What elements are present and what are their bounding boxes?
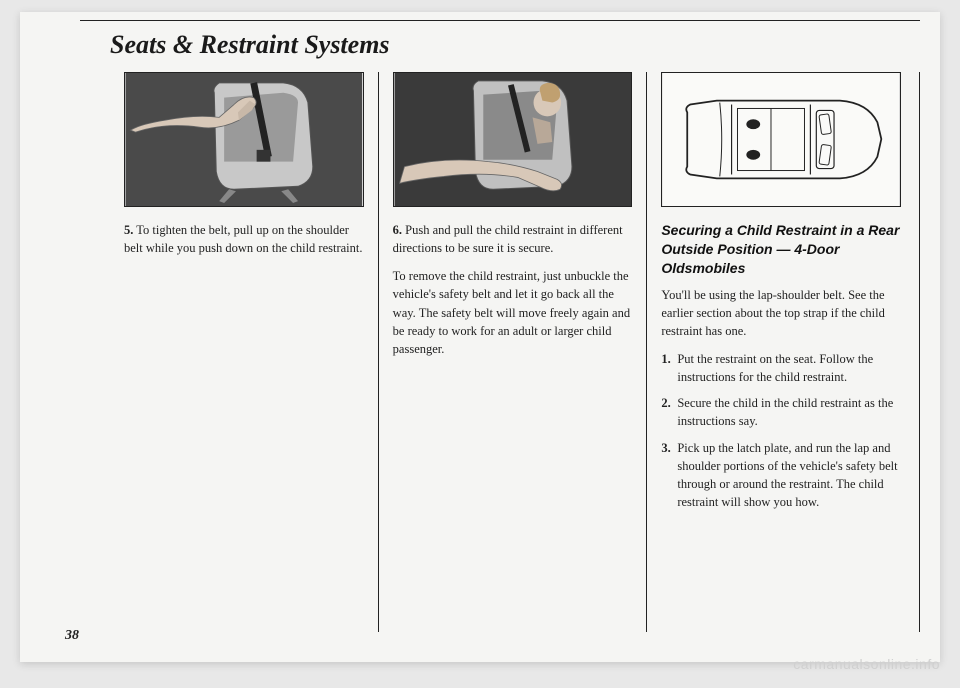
step-number: 6.	[393, 223, 402, 237]
figure-push-pull	[393, 72, 633, 207]
column-2: 6. Push and pull the child restraint in …	[379, 72, 648, 632]
content-columns: 5. To tighten the belt, pull up on the s…	[110, 72, 915, 632]
list-item-1: 1. Put the restraint on the seat. Follow…	[661, 350, 901, 386]
item-number: 2.	[661, 394, 677, 430]
child-seat-tighten-illustration	[125, 73, 363, 206]
item-text: Secure the child in the child restraint …	[677, 394, 901, 430]
column-3: Securing a Child Restraint in a Rear Out…	[647, 72, 915, 632]
remove-restraint-para: To remove the child restraint, just unbu…	[393, 267, 633, 358]
section-subhead: Securing a Child Restraint in a Rear Out…	[661, 221, 901, 278]
step-text: To tighten the belt, pull up on the shou…	[124, 223, 363, 255]
child-seat-push-illustration	[394, 73, 632, 206]
step-6: 6. Push and pull the child restraint in …	[393, 221, 633, 257]
figure-vehicle-top-view	[661, 72, 901, 207]
item-number: 3.	[661, 439, 677, 512]
right-margin-rule	[919, 72, 920, 632]
watermark-text: carmanualsonline.info	[793, 656, 940, 672]
figure-tighten-belt	[124, 72, 364, 207]
step-number: 5.	[124, 223, 133, 237]
item-number: 1.	[661, 350, 677, 386]
list-item-2: 2. Secure the child in the child restrai…	[661, 394, 901, 430]
vehicle-top-diagram	[662, 73, 900, 206]
intro-para: You'll be using the lap-shoulder belt. S…	[661, 286, 901, 340]
item-text: Pick up the latch plate, and run the lap…	[677, 439, 901, 512]
list-item-3: 3. Pick up the latch plate, and run the …	[661, 439, 901, 512]
step-text: Push and pull the child restraint in dif…	[393, 223, 623, 255]
manual-page: Seats & Restraint Systems 5. To	[20, 12, 940, 662]
step-5: 5. To tighten the belt, pull up on the s…	[124, 221, 364, 257]
item-text: Put the restraint on the seat. Follow th…	[677, 350, 901, 386]
page-title: Seats & Restraint Systems	[110, 30, 390, 60]
page-number: 38	[65, 628, 79, 644]
header-rule	[80, 20, 920, 21]
column-1: 5. To tighten the belt, pull up on the s…	[110, 72, 379, 632]
